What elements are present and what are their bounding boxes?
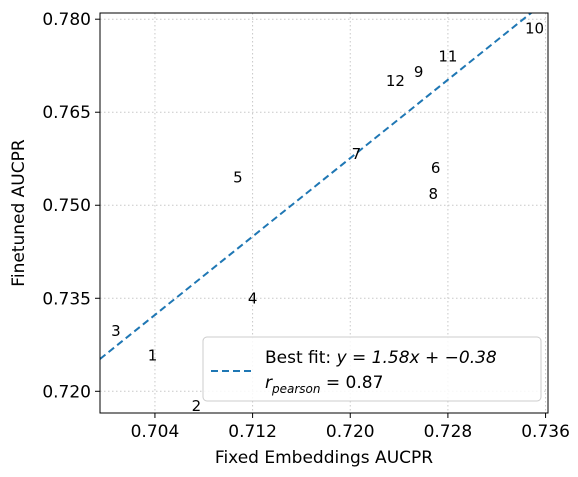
point-label-4: 4 <box>248 289 258 307</box>
point-label-1: 1 <box>148 346 158 364</box>
legend-r-symbol: r <box>265 373 273 393</box>
x-axis-title: Fixed Embeddings AUCPR <box>215 448 433 468</box>
point-label-3: 3 <box>111 322 121 340</box>
point-label-8: 8 <box>428 185 438 203</box>
y-tick-label: 0.765 <box>42 103 91 123</box>
best-fit-line <box>100 13 533 360</box>
point-label-10: 10 <box>525 20 544 38</box>
legend-pearson-label: rpearson = 0.87 <box>265 373 383 396</box>
x-tick-label: 0.720 <box>326 422 375 442</box>
point-label-5: 5 <box>233 168 243 186</box>
x-tick-label: 0.736 <box>521 422 570 442</box>
fit-line-group <box>100 13 533 360</box>
plot-frame <box>99 12 549 414</box>
point-label-9: 9 <box>414 63 424 81</box>
legend: Best fit: y = 1.58x + −0.38 rpearson = 0… <box>202 336 542 402</box>
x-tick-label: 0.704 <box>131 422 180 442</box>
point-label-12: 12 <box>386 72 405 90</box>
legend-box <box>202 336 542 402</box>
y-tick-label: 0.750 <box>42 196 91 216</box>
point-label-7: 7 <box>352 145 362 163</box>
legend-fit-equation: y = 1.58x + −0.38 <box>336 348 497 368</box>
y-tick-label: 0.720 <box>42 382 91 402</box>
y-tick-label: 0.780 <box>42 10 91 30</box>
y-axis-ticks: 0.720 0.735 0.750 0.765 0.780 <box>42 10 100 402</box>
x-tick-label: 0.712 <box>228 422 277 442</box>
legend-fit-prefix: Best fit: <box>265 348 337 368</box>
legend-r-subscript: pearson <box>271 382 321 396</box>
x-axis-ticks: 0.704 0.712 0.720 0.728 0.736 <box>131 413 570 442</box>
y-tick-label: 0.735 <box>42 289 91 309</box>
point-label-6: 6 <box>431 159 441 177</box>
x-tick-label: 0.728 <box>424 422 473 442</box>
legend-r-value: = 0.87 <box>321 373 384 393</box>
point-label-11: 11 <box>438 47 457 65</box>
legend-fit-label: Best fit: y = 1.58x + −0.38 <box>265 348 497 368</box>
point-label-2: 2 <box>192 397 202 415</box>
y-axis-title: Finetuned AUCPR <box>9 139 29 287</box>
